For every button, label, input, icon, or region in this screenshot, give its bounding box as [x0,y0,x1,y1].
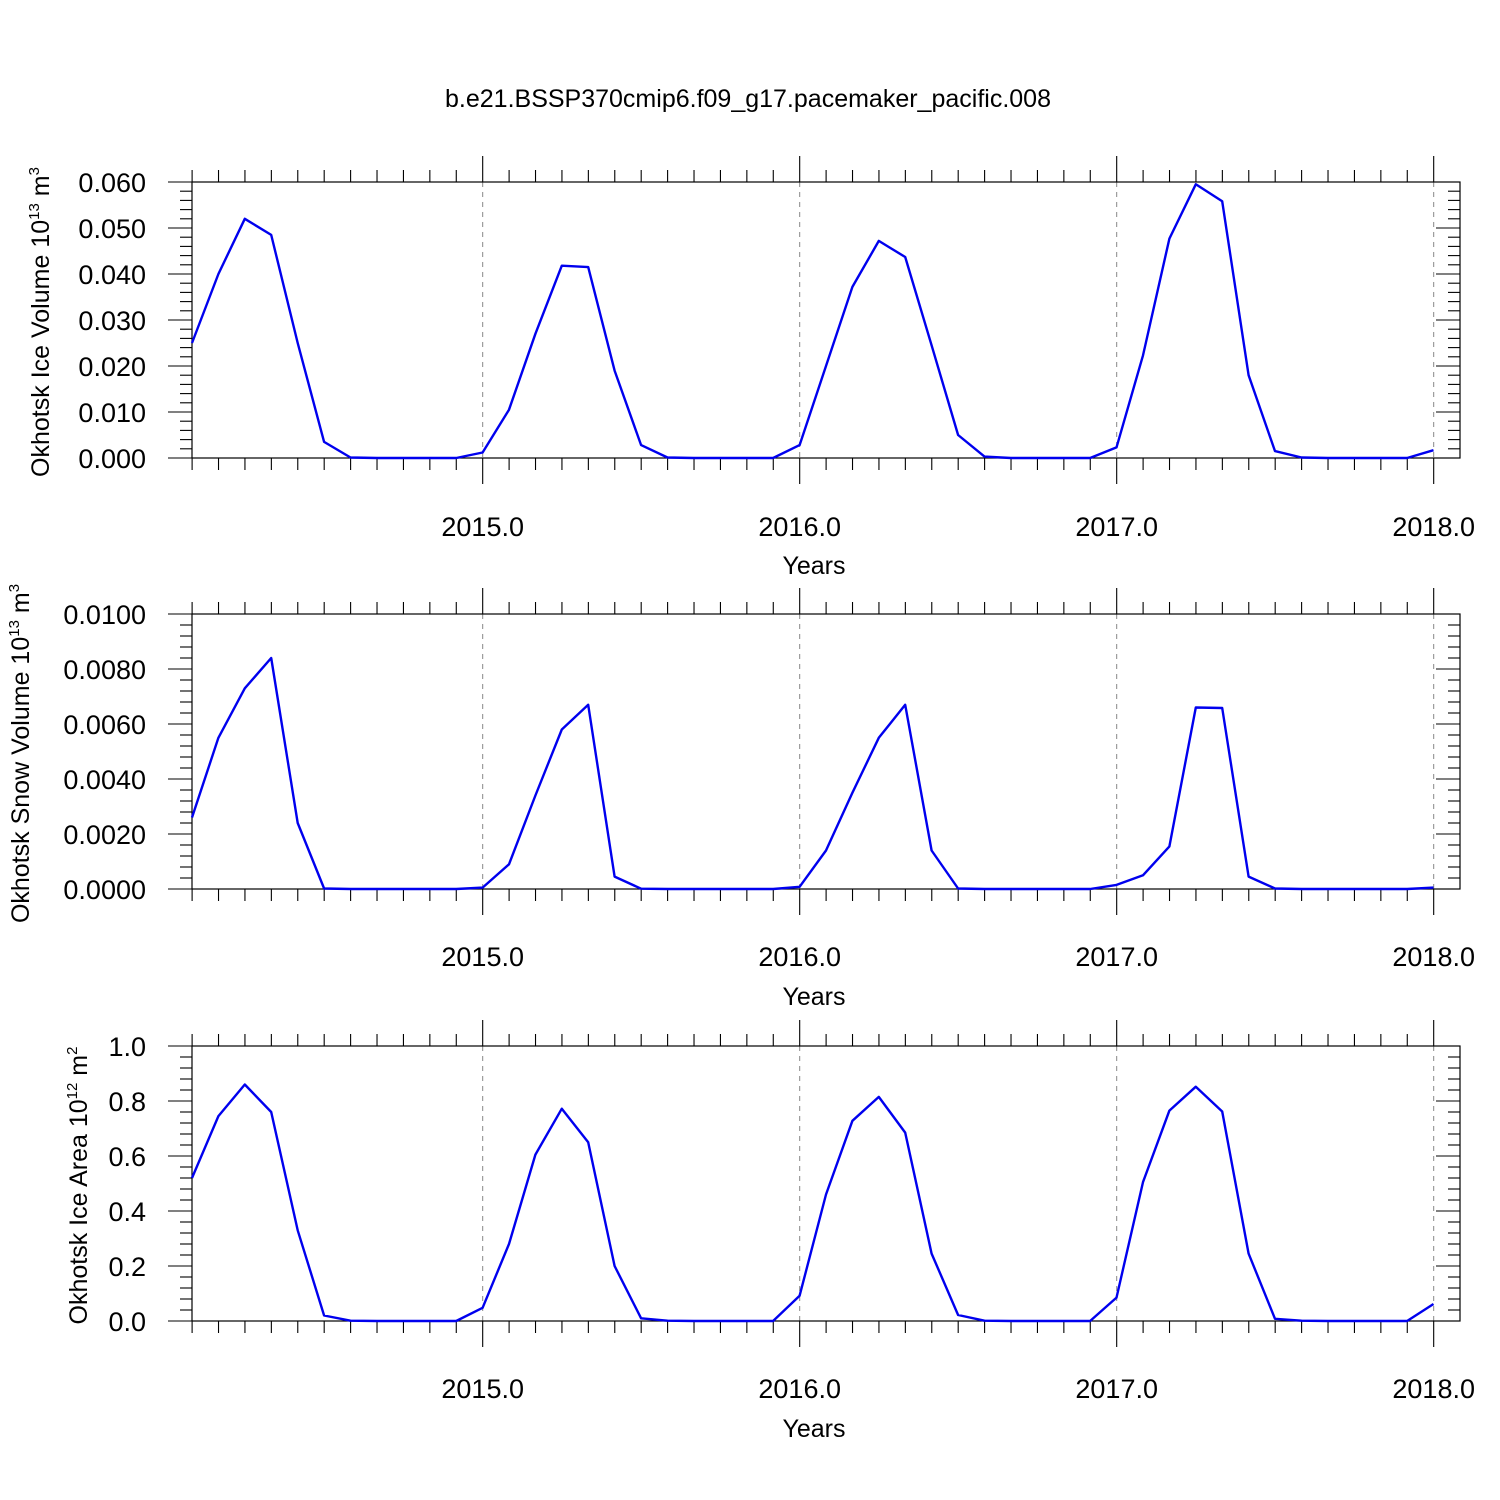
y-axis-label: Okhotsk Ice Volume 1013 m3 [26,167,55,477]
x-tick-label: 2018.0 [1392,512,1475,542]
y-tick-label: 0.020 [78,352,146,382]
y-tick-label: 0.0040 [63,765,146,795]
plot-frame [191,181,1461,459]
y-tick-label: 0.010 [78,398,146,428]
y-tick-label: 0.040 [78,260,146,290]
y-tick-label: 0.0060 [63,710,146,740]
series-line-ice-area [190,1083,1435,1323]
panel-ice-volume: 2015.0 2016.0 2017.0 2018.0 Years 0.000 0.010 0… [26,156,1475,580]
y-axis-label: Okhotsk Ice Area 1012 m2 [64,1047,93,1325]
y-tick-label: 0.0020 [63,820,146,850]
panel-ice-area: 2015.0 2016.0 2017.0 2018.0 Years 0.0 0.2 0.4 0.… [64,1020,1475,1443]
x-tick-label: 2015.0 [441,512,524,542]
y-tick-label: 0.050 [78,214,146,244]
x-tick-label: 2016.0 [758,512,841,542]
y-tick-label: 0.000 [78,444,146,474]
series-line-snow-volume [190,656,1434,891]
x-tick-label: 2015.0 [441,942,524,972]
y-tick-label: 0.4 [108,1197,146,1227]
y-tick-label: 0.030 [78,306,146,336]
x-axis-label: Years [782,1415,845,1443]
y-tick-label: 0.0100 [63,600,146,630]
y-tick-label: 0.060 [78,168,146,198]
y-axis-label: Okhotsk Snow Volume 1013 m3 [6,584,35,923]
x-tick-label: 2017.0 [1075,942,1158,972]
x-axis-label: Years [782,552,845,580]
series-line-ice-volume [190,183,1434,460]
plot-frame [191,1045,1461,1322]
panel-snow-volume: 2015.0 2016.0 2017.0 2018.0 Years 0.0000 0.002… [6,584,1475,1011]
figure-title: b.e21.BSSP370cmip6.f09_g17.pacemaker_pac… [445,85,1051,113]
x-tick-label: 2017.0 [1075,1374,1158,1404]
x-axis-label: Years [782,983,845,1011]
y-tick-label: 0.0080 [63,655,146,685]
x-tick-label: 2015.0 [441,1374,524,1404]
y-tick-label: 0.0000 [63,875,146,905]
x-tick-label: 2016.0 [758,1374,841,1404]
y-tick-label: 0.2 [108,1252,146,1282]
x-tick-label: 2018.0 [1392,1374,1475,1404]
y-tick-label: 0.6 [108,1142,146,1172]
panels: 2015.0 2016.0 2017.0 2018.0Years0.0000.0100… [6,156,1475,1443]
x-tick-label: 2017.0 [1075,512,1158,542]
x-tick-label: 2016.0 [758,942,841,972]
y-tick-label: 0.8 [108,1087,146,1117]
y-tick-label: 0.0 [108,1307,146,1337]
y-tick-label: 1.0 [108,1032,146,1062]
x-tick-label: 2018.0 [1392,942,1475,972]
